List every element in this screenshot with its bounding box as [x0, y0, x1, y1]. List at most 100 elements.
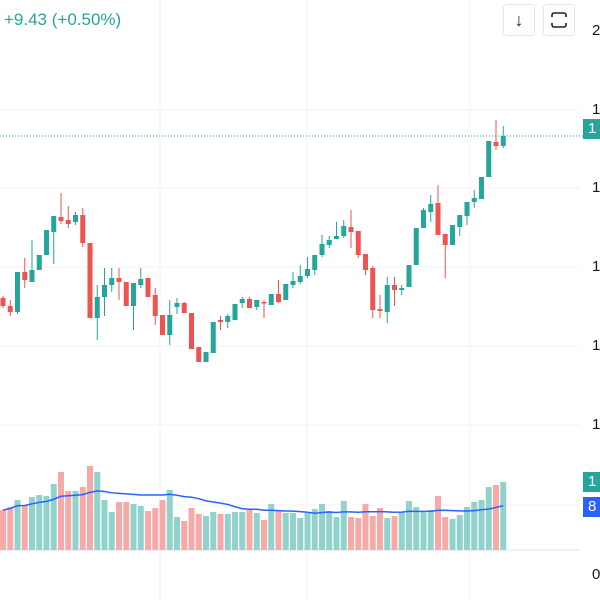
volume-bar: [203, 516, 209, 550]
volume-bar: [224, 514, 231, 550]
candle-body: [247, 299, 252, 308]
candle-body: [80, 215, 86, 243]
download-button[interactable]: ↓: [503, 4, 535, 36]
volume-bar: [0, 510, 6, 550]
price-axis-label: 1: [592, 101, 600, 118]
candle-body: [22, 272, 28, 280]
candle-body: [87, 243, 93, 318]
candle-body: [58, 217, 64, 221]
candle-body: [399, 288, 405, 290]
candle-body: [326, 240, 332, 245]
candle-body: [355, 231, 361, 255]
candle-body: [421, 210, 426, 228]
volume-ma-line: [2, 490, 504, 514]
volume-bar: [123, 502, 130, 550]
candle-body: [442, 234, 448, 245]
volume-bar: [464, 507, 470, 550]
candle-body: [73, 215, 78, 222]
candle-body: [305, 269, 310, 276]
volume-bar: [29, 497, 35, 550]
volume-bar: [413, 507, 420, 550]
candle-body: [210, 322, 216, 353]
candle-body: [116, 278, 122, 282]
candle-body: [268, 294, 274, 305]
volume-bar: [319, 504, 325, 550]
volume-bar: [442, 517, 449, 550]
candle-body: [435, 203, 441, 235]
volume-bar: [435, 496, 441, 550]
volume-bar: [174, 517, 180, 550]
volume-bar: [166, 490, 173, 550]
volume-bar: [94, 472, 101, 550]
candle-body: [181, 303, 187, 313]
volume-bar: [108, 512, 115, 550]
volume-bar: [311, 509, 318, 550]
candle-body: [370, 268, 376, 310]
candle-body: [109, 278, 115, 285]
candle-body: [493, 142, 499, 146]
volume-bar: [261, 520, 267, 550]
time-axis-label: 0: [592, 566, 600, 583]
volume-bar: [456, 515, 463, 550]
volume-bar: [116, 502, 122, 550]
candle-body: [276, 294, 281, 302]
volume-bar: [500, 482, 507, 550]
candle-body: [7, 306, 13, 312]
candle-body: [36, 255, 42, 270]
volume-bar: [210, 512, 217, 550]
current-price-tag: 1: [583, 119, 600, 139]
candle-body: [29, 270, 35, 282]
volume-bar: [246, 510, 253, 550]
candle-body: [196, 347, 202, 362]
volume-bar: [159, 500, 166, 550]
candle-body: [94, 297, 100, 318]
candle-body: [102, 285, 107, 297]
volume-bar: [391, 516, 398, 550]
volume-bar: [130, 504, 137, 550]
volume-bar: [58, 472, 64, 550]
candle-body: [471, 198, 477, 202]
volume-bar: [478, 500, 485, 550]
candle-body: [450, 225, 455, 245]
price-change: +9.43 (+0.50%): [4, 10, 122, 29]
volume-bar: [137, 506, 144, 550]
volume-bar: [14, 500, 21, 550]
candle-body: [312, 255, 318, 270]
volume-bar: [297, 518, 304, 550]
candle-body: [131, 283, 136, 306]
volume-bar: [406, 501, 412, 550]
volume-bar: [420, 511, 427, 550]
volume-bar: [485, 487, 492, 550]
candle-body: [160, 315, 165, 335]
candle-body: [500, 136, 506, 146]
arrow-down-icon: ↓: [514, 9, 524, 30]
candle-body: [413, 228, 419, 265]
candle-body: [203, 352, 209, 362]
volume-bar: [275, 511, 282, 550]
volume-bar: [449, 519, 456, 550]
candle-body: [167, 315, 173, 335]
volume-bar: [21, 505, 28, 550]
candle-body: [15, 272, 20, 312]
volume-bar: [87, 466, 93, 550]
candle-body: [363, 254, 368, 270]
price-axis-label: 2: [592, 22, 600, 39]
price-axis-label: 1: [592, 179, 600, 196]
candle-body: [254, 300, 260, 307]
candle-body: [239, 299, 245, 303]
volume-bar: [36, 495, 43, 550]
candle-body: [406, 265, 412, 287]
volume-bar: [340, 501, 347, 550]
volume-bar: [50, 484, 57, 550]
volume-bar: [217, 514, 224, 550]
price-axis-label: 1: [592, 416, 600, 433]
volume-bar: [362, 504, 369, 550]
fullscreen-button[interactable]: [543, 4, 575, 36]
candle-body: [464, 202, 470, 216]
candle-body: [283, 284, 289, 300]
volume-bar: [282, 513, 289, 550]
candle-body: [297, 276, 303, 282]
volume-bar: [72, 491, 79, 550]
volume-bar: [43, 496, 50, 550]
